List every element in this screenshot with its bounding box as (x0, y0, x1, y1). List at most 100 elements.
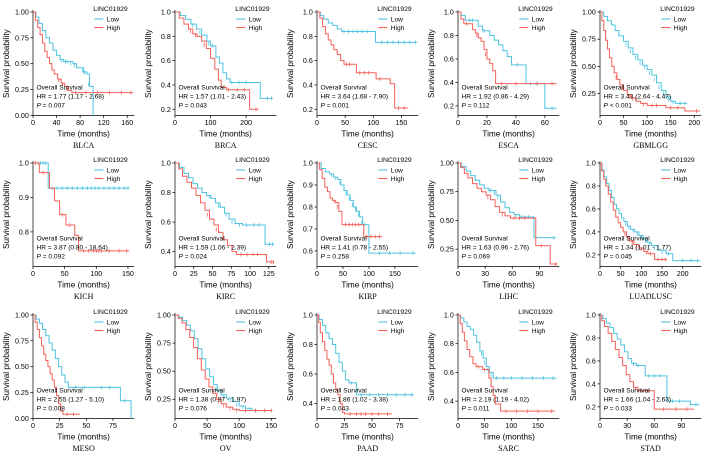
legend-label-low: Low (532, 16, 544, 23)
legend-title: LINC01929 (235, 157, 270, 164)
stat-header: Overall Survival (320, 84, 367, 91)
survival-curve-low (458, 162, 557, 239)
x-tick-label: 75 (109, 422, 117, 430)
stat-p-value: P = 0.033 (604, 405, 633, 412)
legend-label-high: High (532, 25, 546, 32)
y-axis-title: Survival probability (144, 28, 153, 98)
y-tick-label: 1.00 (157, 311, 171, 319)
y-tick-label: 0.2 (444, 102, 454, 110)
y-tick-label: 1.0 (161, 160, 171, 168)
x-tick-label: 25 (56, 422, 64, 430)
y-tick-label: 0.2 (303, 106, 313, 114)
legend-title: LINC01929 (235, 309, 270, 316)
y-tick-label: 0.6 (444, 55, 454, 63)
legend-label-high: High (107, 25, 121, 32)
x-tick-label: 100 (233, 422, 245, 430)
stat-p-value: P = 0.043 (320, 405, 349, 412)
km-panel-kirp: 0 50 100 150 0.6 0.7 0.8 0.9 1.0 Survival probabi… (284, 151, 426, 302)
y-tick-label: 1.0 (303, 311, 313, 319)
axis-lines (174, 161, 277, 268)
stat-p-value: P = 0.011 (462, 405, 490, 412)
y-tick-label: 0.25 (157, 395, 171, 403)
cohort-label: ESCA (499, 141, 520, 150)
legend-label-high: High (674, 176, 688, 183)
stat-hazard-ratio: HR = 1.77 (1.17 - 2.68) (36, 93, 104, 100)
y-axis-title: Survival probability (286, 28, 295, 98)
axis-lines (599, 161, 702, 268)
stat-p-value: P = 0.043 (178, 102, 207, 109)
y-tick-label: 0.2 (161, 106, 171, 114)
km-panel-paad: 0 25 50 75 0.4 0.6 0.8 1.0 Survival probability T… (284, 303, 426, 454)
survival-curve-high (316, 162, 382, 238)
x-tick-label: 0 (315, 119, 319, 127)
x-tick-label: 160 (121, 119, 133, 127)
y-tick-label: 0.25 (15, 389, 29, 397)
y-tick-label: 0.75 (15, 337, 29, 345)
x-tick-label: 0 (31, 270, 35, 278)
y-tick-label: 0.6 (303, 370, 313, 378)
x-tick-label: 0 (315, 422, 319, 430)
y-tick-label: 0.8 (161, 33, 171, 41)
stat-hazard-ratio: HR = 1.41 (0.78 - 2.55) (320, 245, 388, 252)
y-tick-label: 0.2 (586, 252, 596, 260)
x-tick-label: 50 (368, 422, 376, 430)
y-tick-label: 0.4 (586, 229, 596, 237)
survival-curve-low (600, 314, 700, 405)
survival-curve-high (174, 11, 259, 110)
stat-hazard-ratio: HR = 1.34 (1.01 - 1.77) (604, 245, 672, 252)
legend-label-low: Low (532, 168, 544, 175)
x-tick-label: 100 (506, 422, 518, 430)
km-panel-blca: 0 40 80 120 160 0.00 0.25 0.50 0.75 1.00 Survival … (0, 0, 142, 151)
y-tick-label: 1.0 (161, 9, 171, 17)
stat-p-value: P = 0.092 (36, 254, 65, 261)
axis-lines (174, 10, 277, 116)
y-tick-label: 0.8 (586, 334, 596, 342)
y-tick-label: 0.8 (303, 33, 313, 41)
survival-curve-low (32, 162, 130, 189)
x-tick-label: 75 (395, 422, 403, 430)
stat-p-value: P = 0.024 (178, 254, 207, 261)
y-tick-label: 0.8 (444, 32, 454, 40)
cohort-label: PAAD (357, 444, 378, 453)
cohort-label: GBMLGG (634, 141, 669, 150)
y-tick-label: 0.00 (15, 415, 29, 423)
survival-curve-low (458, 314, 558, 379)
x-tick-label: 50 (620, 119, 628, 127)
x-tick-label: 30 (623, 422, 631, 430)
x-axis-title: Time (months) (199, 281, 252, 290)
stat-p-value: P = 0.001 (320, 102, 349, 109)
legend-label-low: Low (532, 319, 544, 326)
x-tick-label: 150 (656, 270, 668, 278)
y-tick-label: 0.6 (586, 357, 596, 365)
x-tick-label: 0 (598, 119, 602, 127)
y-tick-label: 0.25 (15, 86, 29, 94)
legend-label-low: Low (390, 319, 402, 326)
y-tick-label: 0.00 (15, 112, 29, 120)
survival-curve-high (316, 11, 408, 109)
x-tick-label: 150 (265, 422, 277, 430)
km-panel-meso: 0 25 50 75 0.00 0.25 0.50 0.75 1.00 Survival prob… (0, 303, 142, 454)
x-tick-label: 25 (340, 422, 348, 430)
y-tick-label: 1.0 (444, 311, 454, 319)
legend-label-low: Low (390, 168, 402, 175)
cohort-label: KIRP (358, 292, 377, 301)
stat-p-value: P = 0.258 (320, 254, 349, 261)
y-tick-label: 0.75 (15, 34, 29, 42)
stat-p-value: P = 0.007 (36, 102, 65, 109)
cohort-label: LUADLUSC (630, 292, 673, 301)
survival-curve-high (600, 11, 701, 112)
y-tick-label: 1.0 (19, 160, 29, 168)
x-axis-title: Time (months) (483, 432, 536, 441)
x-tick-label: 100 (636, 270, 648, 278)
stat-hazard-ratio: HR = 1.38 (0.97 - 1.97) (178, 396, 246, 403)
legend-label-high: High (107, 176, 121, 183)
stat-header: Overall Survival (462, 236, 509, 243)
x-tick-label: 60 (541, 119, 549, 127)
legend-label-high: High (674, 328, 688, 335)
survival-curve-high (32, 11, 134, 94)
y-axis-title: Survival probability (286, 180, 295, 250)
legend-title: LINC01929 (660, 157, 695, 164)
y-tick-label: 0.25 (582, 90, 596, 98)
survival-curve-high (600, 162, 668, 261)
